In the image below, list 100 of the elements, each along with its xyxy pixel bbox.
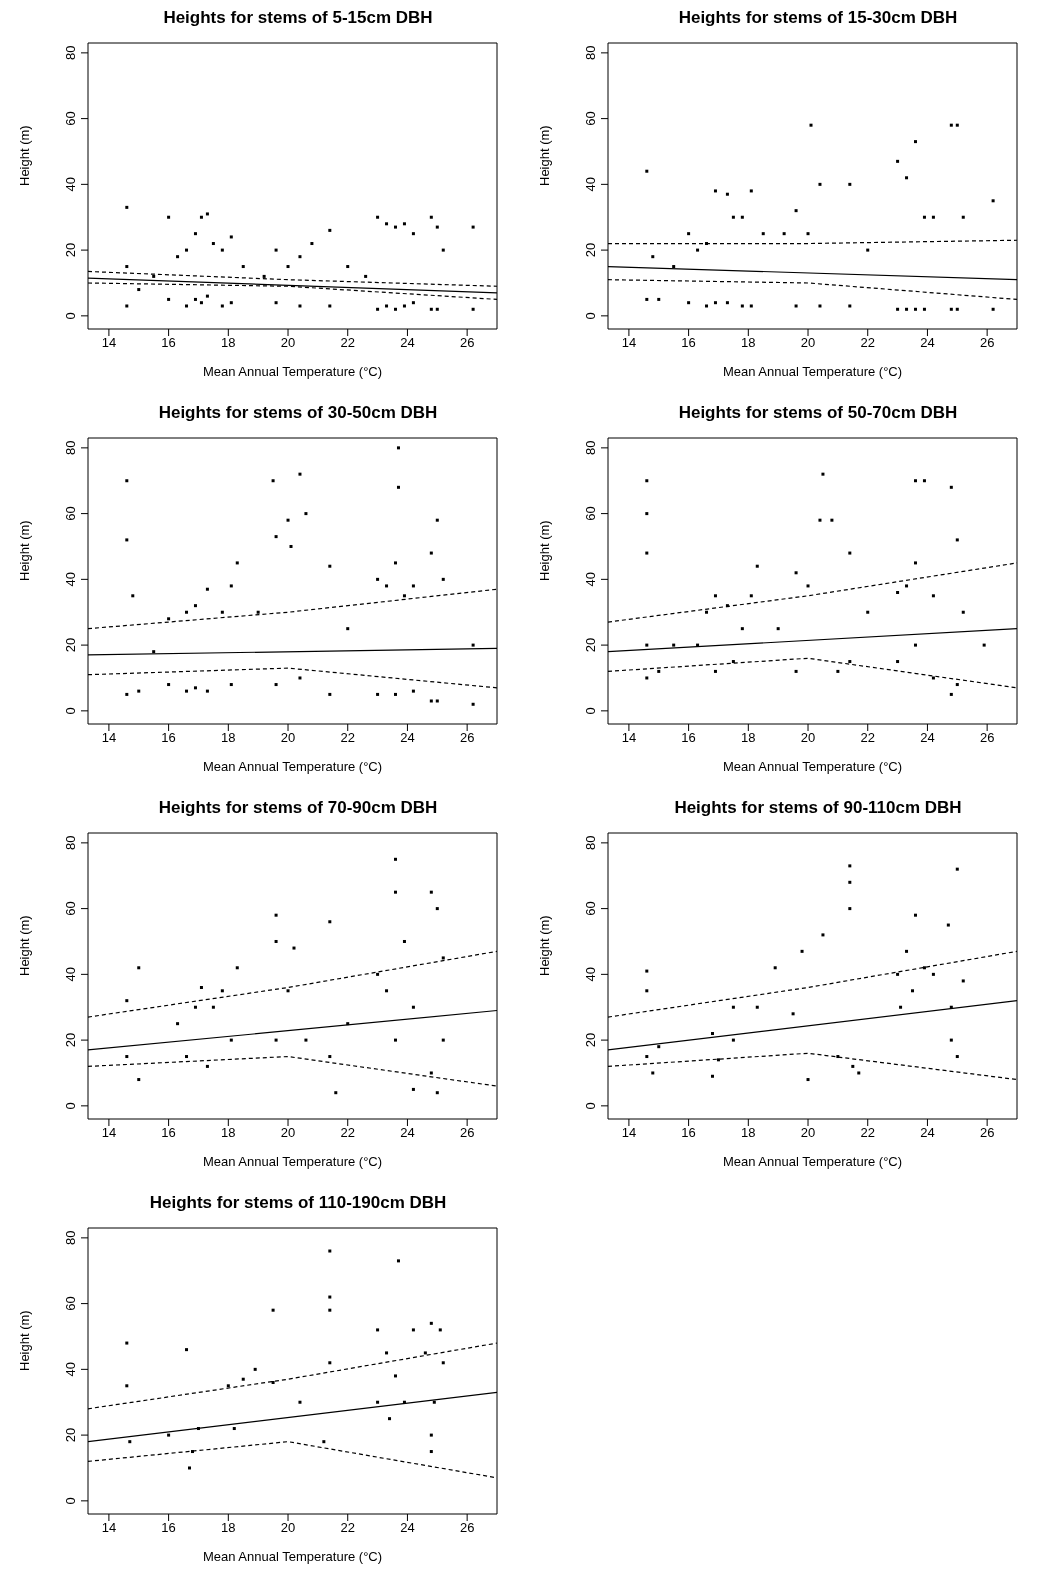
point: [429, 1321, 433, 1325]
y-tick-label: 40: [583, 967, 598, 982]
y-tick-label: 20: [63, 1032, 78, 1048]
point: [253, 1367, 257, 1371]
point: [438, 1328, 442, 1332]
x-tick-label: 16: [161, 1520, 176, 1536]
point: [432, 1400, 436, 1404]
point: [857, 1071, 861, 1075]
chart-title: Heights for stems of 90-110cm DBH: [673, 798, 963, 819]
y-axis-title: Height (m): [536, 915, 552, 976]
y-tick-label: 0: [583, 1102, 598, 1110]
point: [687, 232, 691, 236]
point: [271, 1381, 275, 1385]
y-tick-label: 80: [583, 45, 598, 61]
x-tick-label: 26: [979, 1125, 995, 1141]
point: [193, 297, 197, 301]
point: [848, 551, 852, 555]
x-tick-label: 14: [101, 730, 117, 746]
point: [385, 304, 389, 308]
point: [645, 512, 649, 516]
point: [794, 669, 798, 673]
x-tick-label: 26: [459, 335, 475, 351]
point: [794, 304, 798, 308]
point: [185, 248, 189, 252]
point: [710, 1074, 714, 1078]
chart-title: Heights for stems of 110-190cm DBH: [148, 1193, 448, 1214]
point: [388, 1417, 392, 1421]
point: [645, 1055, 649, 1059]
y-tick-label: 40: [583, 177, 598, 192]
point: [274, 301, 278, 305]
point: [429, 307, 433, 311]
point: [229, 584, 233, 588]
point: [385, 989, 389, 993]
point: [896, 660, 900, 664]
point: [364, 274, 368, 278]
point: [229, 683, 233, 687]
point: [949, 123, 953, 127]
y-tick-label: 60: [63, 506, 78, 521]
x-tick-label: 24: [400, 335, 415, 351]
x-axis-title: Mean Annual Temperature (°C): [722, 1154, 903, 1169]
x-tick-label: 14: [101, 1125, 117, 1141]
point: [905, 307, 909, 311]
point: [193, 686, 197, 690]
point: [914, 643, 917, 647]
y-tick-label: 0: [63, 707, 78, 715]
x-tick-label: 24: [920, 1125, 935, 1141]
point: [435, 225, 439, 229]
y-tick-label: 60: [583, 111, 598, 126]
point: [429, 699, 433, 703]
x-tick-label: 18: [741, 730, 756, 746]
point: [185, 1348, 189, 1352]
point: [167, 683, 171, 687]
point: [716, 1058, 720, 1062]
point: [710, 1032, 714, 1036]
x-tick-label: 20: [280, 1520, 296, 1536]
point: [991, 307, 995, 311]
point: [961, 215, 965, 219]
point: [271, 1308, 275, 1312]
point: [782, 232, 786, 236]
x-axis-title: Mean Annual Temperature (°C): [202, 1154, 383, 1169]
point: [199, 215, 203, 219]
point: [125, 1384, 129, 1388]
point: [229, 1038, 233, 1042]
point: [298, 255, 302, 259]
point: [396, 485, 400, 489]
point: [286, 518, 290, 522]
point: [328, 564, 332, 568]
point: [931, 594, 935, 598]
x-tick-label: 18: [221, 730, 236, 746]
point: [235, 966, 239, 970]
point: [740, 215, 744, 219]
x-axis-title: Mean Annual Temperature (°C): [722, 759, 903, 774]
x-tick-label: 24: [920, 730, 935, 746]
point: [905, 949, 909, 953]
point: [429, 1071, 433, 1075]
point: [830, 518, 834, 522]
point: [205, 1064, 209, 1068]
point: [322, 1440, 326, 1444]
point: [199, 301, 203, 305]
y-tick-label: 80: [583, 835, 598, 851]
point: [657, 669, 661, 673]
point: [411, 1087, 415, 1091]
point: [851, 1064, 855, 1068]
point: [205, 212, 209, 216]
x-tick-label: 14: [101, 1520, 117, 1536]
x-tick-label: 24: [920, 335, 935, 351]
point: [949, 307, 953, 311]
point: [304, 512, 308, 516]
y-tick-label: 20: [63, 1427, 78, 1443]
point: [914, 913, 917, 917]
x-tick-label: 16: [681, 335, 696, 351]
point: [229, 235, 233, 239]
point: [376, 577, 380, 581]
point: [298, 304, 302, 308]
y-tick-label: 20: [63, 242, 78, 258]
point: [226, 1384, 230, 1388]
point: [441, 577, 445, 581]
point: [385, 584, 389, 588]
point: [376, 692, 380, 696]
point: [949, 692, 953, 696]
